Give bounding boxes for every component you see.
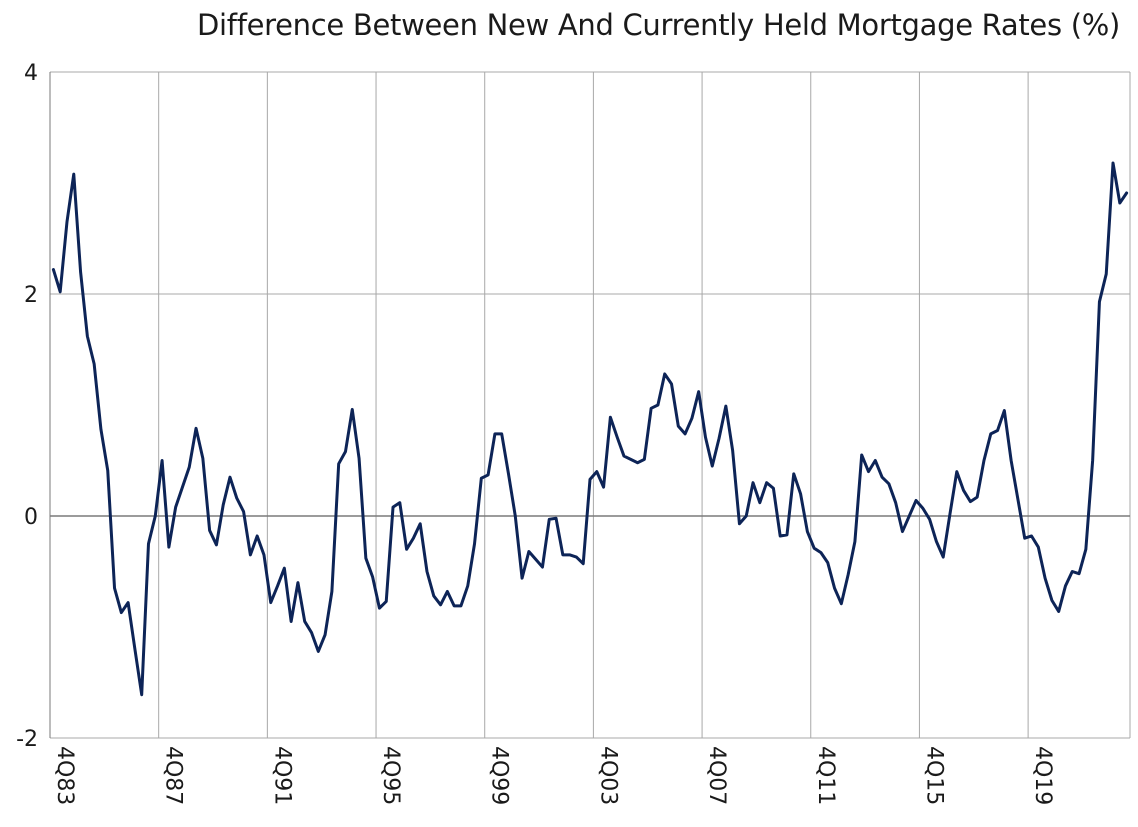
y-tick-label: 0 <box>24 505 38 530</box>
x-tick-label: 4Q15 <box>921 746 946 805</box>
x-tick-label: 4Q19 <box>1030 746 1055 805</box>
y-tick-label: -2 <box>16 727 38 752</box>
y-tick-label: 2 <box>24 283 38 308</box>
x-tick-label: 4Q95 <box>378 746 403 805</box>
x-tick-label: 4Q87 <box>161 746 186 805</box>
chart-title: Difference Between New And Currently Hel… <box>197 8 1120 42</box>
x-tick-label: 4Q99 <box>487 746 512 805</box>
x-tick-label: 4Q11 <box>813 746 838 805</box>
x-tick-labels: 4Q83 4Q87 4Q91 4Q95 4Q99 4Q03 4Q07 4Q11 4Q15 4Q19 <box>52 746 1055 805</box>
x-tick-label: 4Q83 <box>52 746 77 805</box>
grid-lines <box>50 71 1131 739</box>
x-tick-label: 4Q03 <box>595 746 620 805</box>
series-line <box>51 161 1129 697</box>
x-tick-label: 4Q91 <box>269 746 294 805</box>
x-tick-label: 4Q07 <box>704 746 729 805</box>
series-layer <box>51 161 1129 697</box>
y-tick-labels: 4 2 0 -2 <box>16 61 38 752</box>
axes <box>49 72 1130 738</box>
y-tick-label: 4 <box>24 61 38 86</box>
